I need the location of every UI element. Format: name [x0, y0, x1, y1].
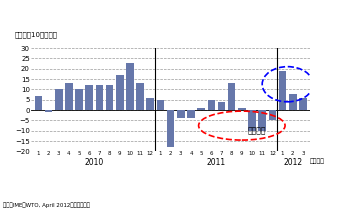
Text: 2012: 2012 [283, 158, 302, 167]
Bar [248, 110, 256, 131]
Bar [65, 83, 73, 110]
Bar [157, 100, 164, 110]
Bar [207, 100, 215, 110]
Bar [299, 98, 307, 110]
Bar [55, 89, 63, 110]
Text: 2010: 2010 [85, 158, 104, 167]
Bar [106, 85, 114, 110]
Bar [96, 85, 103, 110]
Bar [269, 110, 276, 120]
Bar [197, 108, 205, 110]
Bar [75, 89, 83, 110]
Bar [258, 110, 266, 131]
Bar [85, 85, 93, 110]
Text: 資料：IME『WTO, April 2012』から作成。: 資料：IME『WTO, April 2012』から作成。 [3, 202, 90, 208]
Bar [167, 110, 174, 147]
Bar [228, 83, 236, 110]
Bar [238, 108, 246, 110]
Bar [116, 75, 123, 110]
Bar [187, 110, 195, 118]
Bar [289, 94, 296, 110]
Text: （単位：10億ドル）: （単位：10億ドル） [15, 31, 57, 38]
Text: 2011: 2011 [207, 158, 226, 167]
Bar [147, 98, 154, 110]
Bar [35, 96, 42, 110]
Text: 資金流出: 資金流出 [248, 126, 266, 135]
Bar [177, 110, 185, 118]
Bar [218, 102, 225, 110]
Bar [279, 71, 286, 110]
Text: （年月）: （年月） [310, 158, 325, 164]
Bar [136, 83, 144, 110]
Bar [45, 110, 52, 112]
Bar [126, 63, 134, 110]
